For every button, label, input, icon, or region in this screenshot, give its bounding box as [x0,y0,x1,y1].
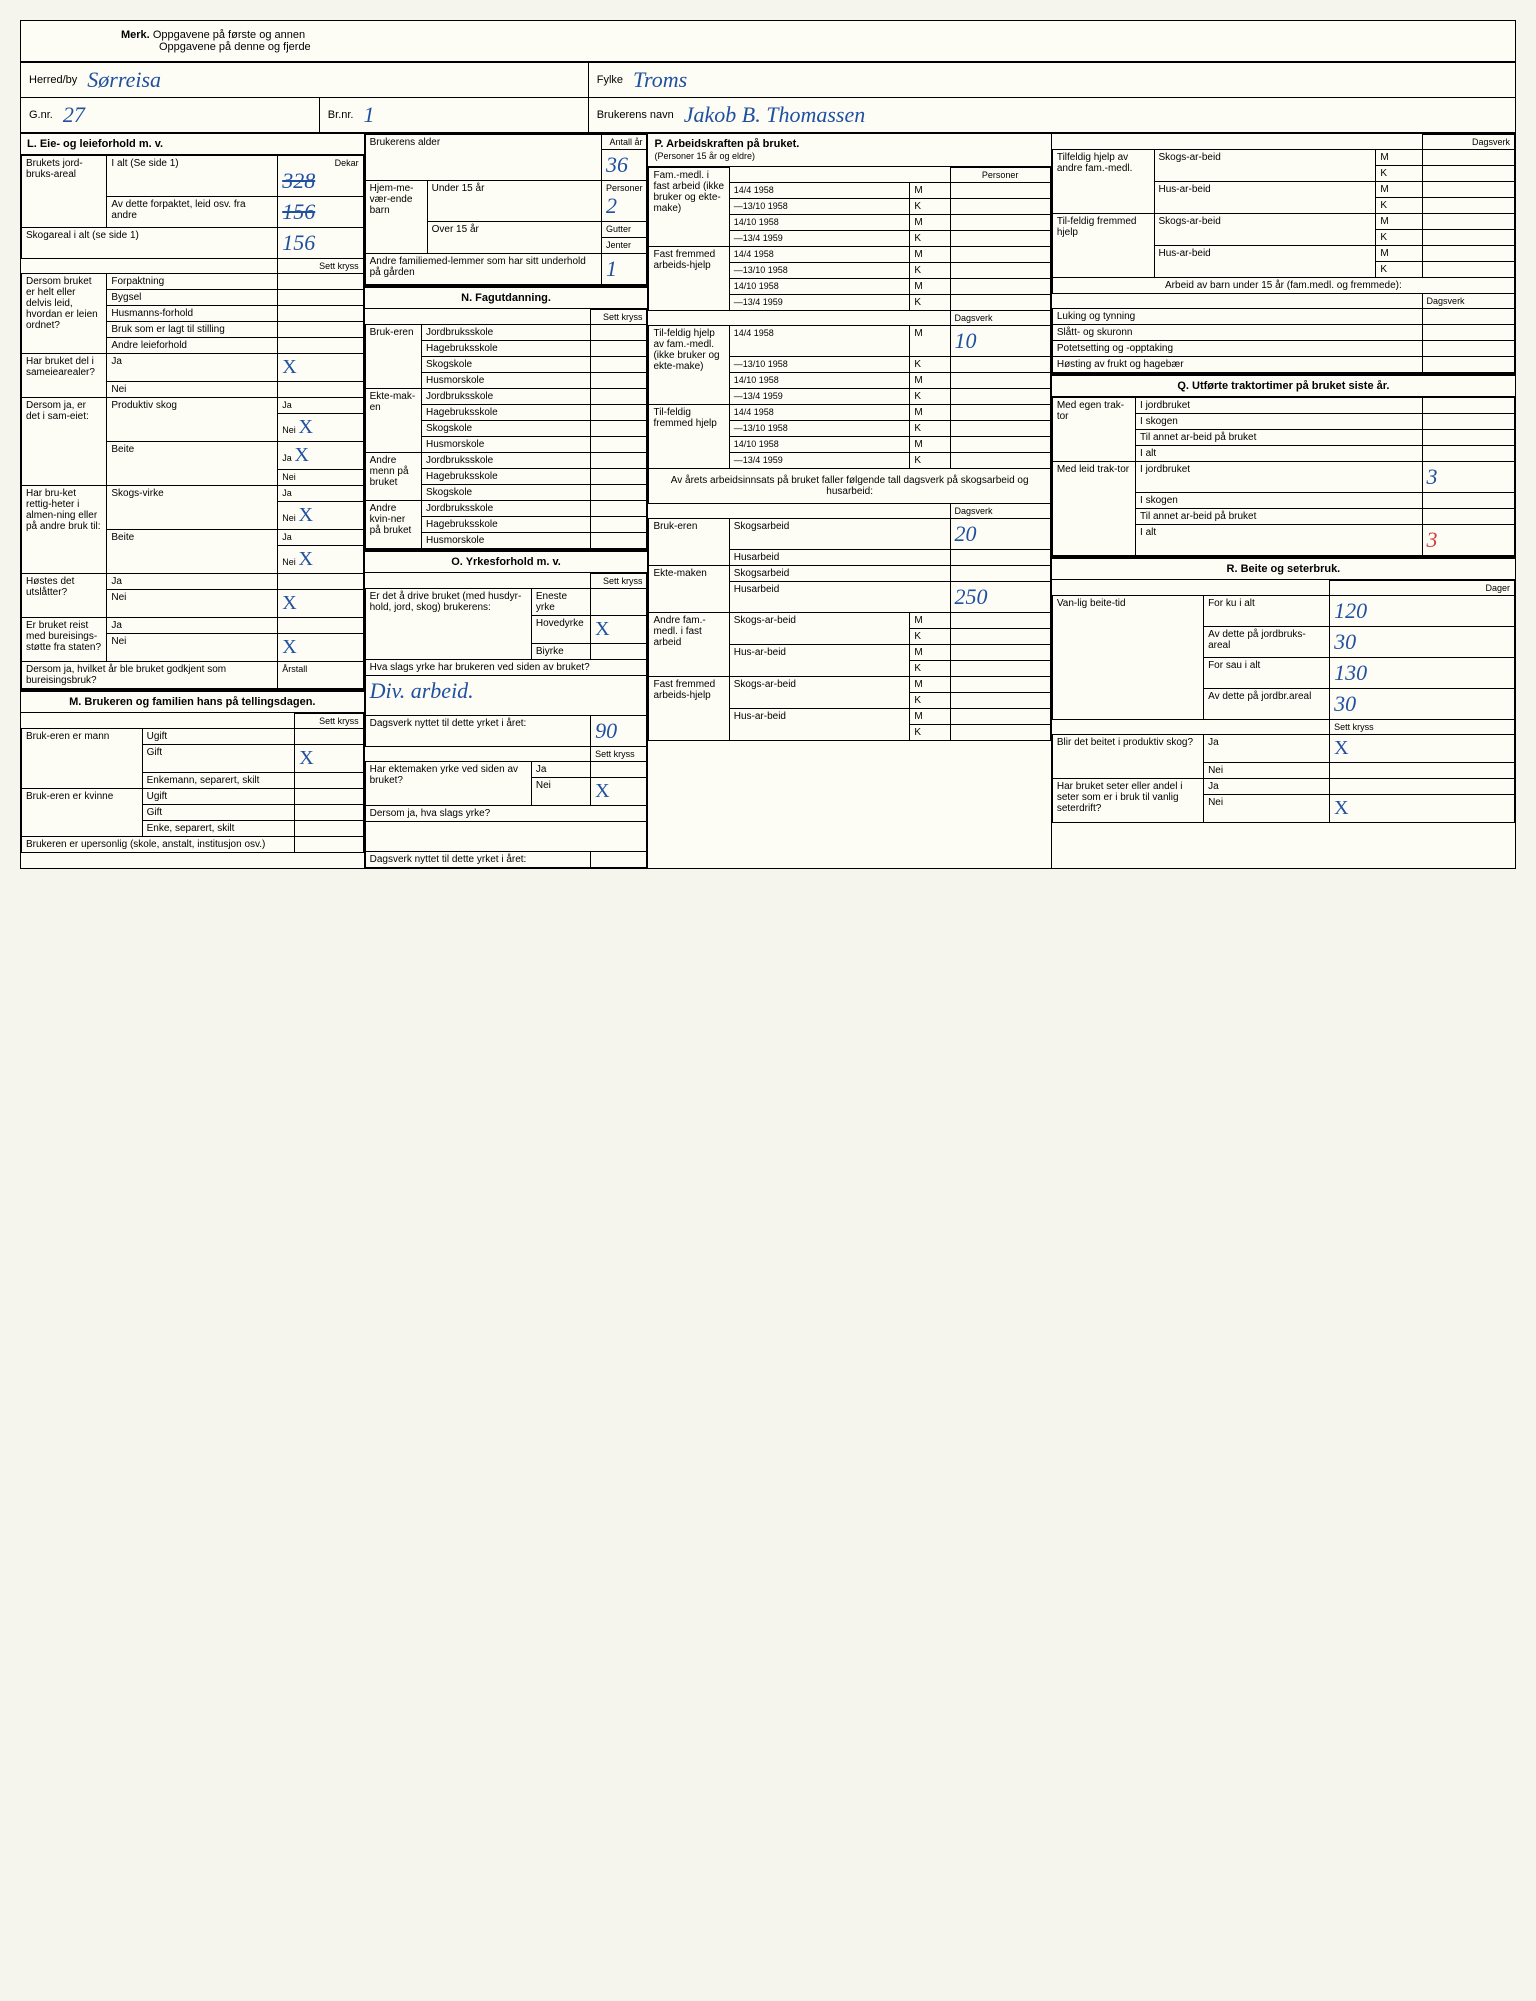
skogareal-value: 156 [282,230,315,255]
section-n-table: Sett kryss Bruk-erenJordbruksskole Hageb… [365,309,648,549]
hostes: Høstes det utslåtter? [22,574,107,618]
antall-ar-label: Antall år [601,135,647,150]
andre-leie: Andre leieforhold [107,338,278,354]
section-o-table: Sett kryss Er det å drive bruket (med hu… [365,573,648,868]
section-r-table: Dager Van-lig beite-tidFor ku i alt120 A… [1052,580,1515,823]
er-bruket-reist: Er bruket reist med bureisings-støtte fr… [22,618,107,662]
gnr-label: G.nr. [29,109,53,121]
brukeren-kvinne: Bruk-eren er kvinne [22,789,143,837]
brnr-value: 1 [363,102,374,128]
skogsvirke: Skogs-virke [111,488,163,499]
dersom-ja: Dersom ja, er det i sam-eiet: [22,398,107,486]
section-l-table: Brukets jord-bruks-areal I alt (Se side … [21,155,364,689]
brukerens-navn-label: Brukerens navn [597,109,674,121]
section-q-table: Med egen trak-torI jordbruket I skogen T… [1052,397,1515,556]
gnr-value: 27 [63,102,85,128]
census-form: Merk. Oppgavene på første og annen Oppga… [20,20,1516,869]
section-m-table: Sett kryss Bruk-eren er mann Ugift GiftX… [21,713,364,853]
produktiv: Produktiv skog [111,400,177,411]
herred-value: Sørreisa [87,67,161,93]
brnr-label: Br.nr. [328,109,354,121]
section-l-title: L. Eie- og leieforhold m. v. [21,134,364,155]
andre-fam-value: 1 [606,256,617,281]
section-p-title: P. Arbeidskraften på bruket. (Personer 1… [648,134,1050,167]
section-r-title: R. Beite og seterbruk. [1052,556,1515,580]
brukerens-navn-value: Jakob B. Thomassen [684,102,865,128]
antall-ar-value: 36 [606,152,628,177]
andre-fam: Andre familiemed-lemmer som har sitt und… [365,254,601,285]
over15: Over 15 år [427,222,601,254]
av-dette-label: Av dette forpaktet, leid osv. fra andre [107,197,278,228]
brukeren-mann: Bruk-eren er mann [22,729,143,789]
personer-value: 2 [606,193,617,218]
fylke-label: Fylke [597,74,623,86]
nei-1: Nei [107,382,278,398]
ja-1: Ja [107,354,278,382]
merk-line2: Oppgavene på denne og fjerde [159,41,311,53]
under15: Under 15 år [427,181,601,222]
upersonlig: Brukeren er upersonlig (skole, anstalt, … [22,837,295,853]
merk-note: Merk. Oppgavene på første og annen Oppga… [21,21,1515,61]
fylke-value: Troms [633,67,687,93]
main-grid: L. Eie- og leieforhold m. v. Brukets jor… [21,132,1515,868]
husmanns: Husmanns-forhold [107,306,278,322]
skogareal-label: Skogareal i alt (se side 1) [22,228,278,259]
section-m-title: M. Brukeren og familien hans på tellings… [21,689,364,713]
brukerens-alder: Brukerens alder [365,135,601,181]
ialt-value: 328 [282,168,315,193]
merk-line1: Oppgavene på første og annen [153,29,305,41]
brukets-label: Brukets jord-bruks-areal [22,156,107,228]
middle-top-table: Brukerens alder Antall år 36 Hjem-me-vær… [365,134,648,285]
av-dette-value: 156 [282,199,315,224]
har-bruket-rettig: Har bru-ket rettig-heter i almen-ning el… [22,486,107,574]
dekar-label: Dekar [282,158,358,168]
dagsverk-value: 90 [595,718,617,743]
section-q-title: Q. Utførte traktortimer på bruket siste … [1052,373,1515,397]
herred-label: Herred/by [29,74,77,86]
sett-kryss-1: Sett kryss [278,259,363,274]
section-n-title: N. Fagutdanning. [365,285,648,309]
dersom-bruket-label: Dersom bruket er helt eller delvis leid,… [22,274,107,354]
hjemme: Hjem-me-vær-ende barn [365,181,427,254]
beite-2: Beite [111,532,134,543]
dersom-ja-hvilket: Dersom ja, hvilket år ble bruket godkjen… [22,662,278,689]
arstall: Årstall [282,664,307,674]
ja-mark-1: X [282,356,296,378]
section-o-title: O. Yrkesforhold m. v. [365,549,648,573]
forpaktning: Forpaktning [107,274,278,290]
header-row-2: G.nr. 27 Br.nr. 1 Brukerens navn Jakob B… [21,97,1515,132]
bygsel: Bygsel [107,290,278,306]
section-p-table: Fam.-medl. i fast arbeid (ikke bruker og… [648,167,1050,741]
merk-bold: Merk. [121,29,150,41]
ialt-label: I alt (Se side 1) [107,156,278,197]
yrke-value: Div. arbeid. [370,678,474,703]
right-top-table: Dagsverk Tilfeldig hjelp av andre fam.-m… [1052,134,1515,373]
header-row-1: Herred/by Sørreisa Fylke Troms [21,61,1515,97]
bruk-som: Bruk som er lagt til stilling [107,322,278,338]
har-bruket-del: Har bruket del i sameiearealer? [22,354,107,398]
beite-1: Beite [111,444,134,455]
